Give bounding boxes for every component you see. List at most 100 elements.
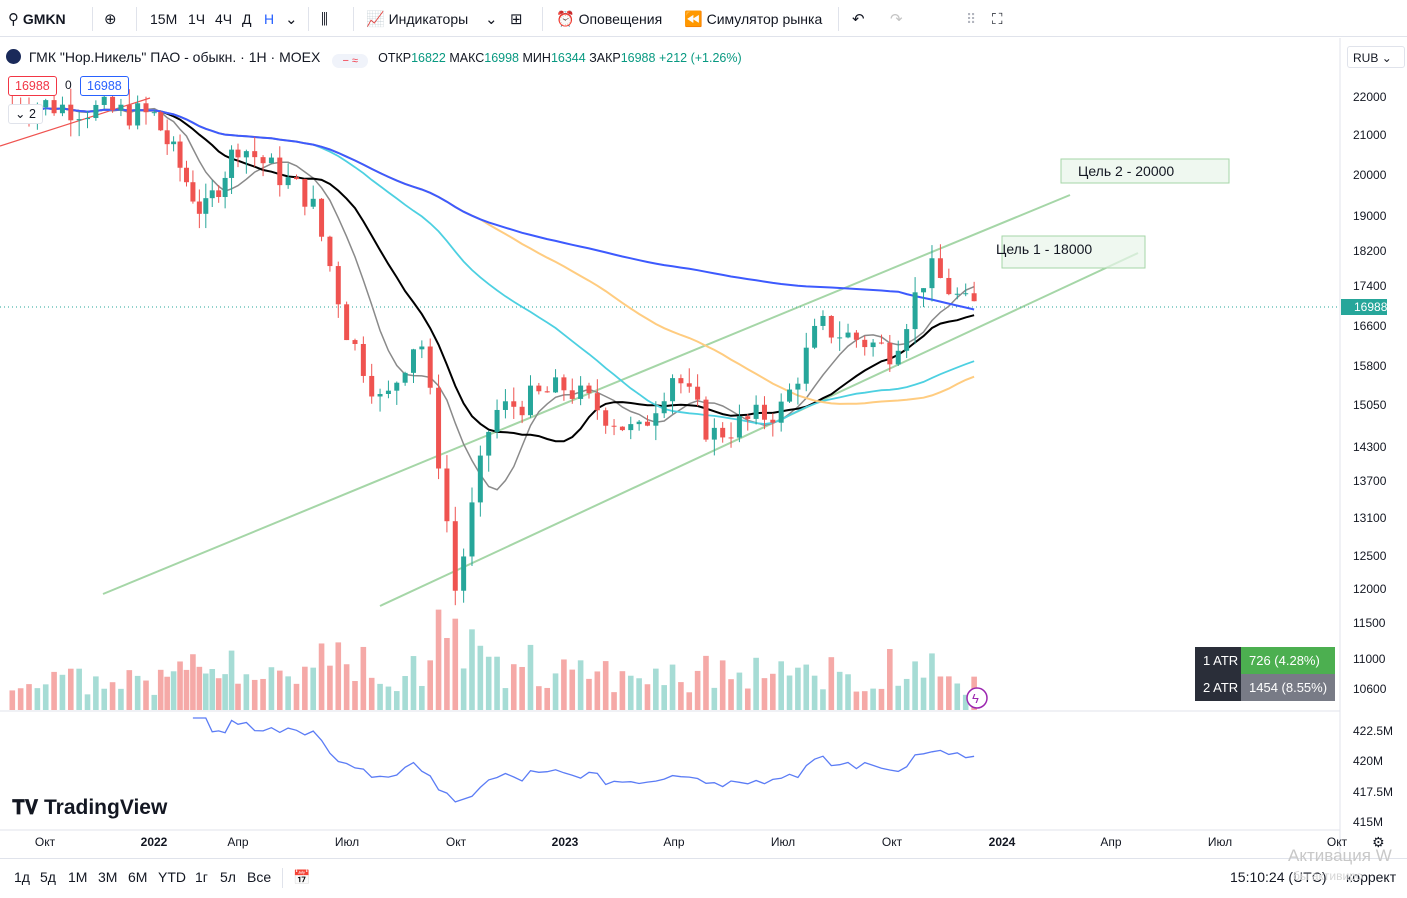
candles-icon: ⫼ bbox=[321, 11, 328, 28]
price-tick-label: 20000 bbox=[1353, 168, 1387, 182]
range-5d[interactable]: 5д bbox=[40, 869, 56, 885]
interval-week[interactable]: Н bbox=[264, 11, 275, 27]
volume-bar bbox=[594, 671, 601, 710]
lightning-icon bbox=[966, 687, 988, 709]
candle-body bbox=[43, 100, 49, 108]
interval-4h[interactable]: 4Ч bbox=[215, 11, 233, 27]
volume-bar bbox=[109, 682, 116, 710]
volume-bar bbox=[469, 629, 475, 710]
volume-bar bbox=[536, 686, 542, 710]
volume-bar bbox=[736, 672, 743, 710]
candle-body bbox=[628, 424, 634, 431]
volume-bar bbox=[268, 667, 275, 710]
candle-body bbox=[527, 385, 533, 416]
interval-1h[interactable]: 1Ч bbox=[188, 11, 206, 27]
candle-body bbox=[486, 431, 492, 456]
adjust-toggle[interactable]: коррект bbox=[1346, 869, 1397, 885]
volume-bar bbox=[895, 685, 902, 710]
candle-body bbox=[711, 427, 717, 440]
volume-bar bbox=[544, 687, 550, 710]
volume-bar bbox=[602, 661, 609, 710]
candle-body bbox=[703, 399, 709, 440]
candle-body bbox=[720, 427, 726, 438]
volume-bar bbox=[260, 678, 266, 710]
windows-activation-subtext: бы активиро bbox=[1293, 869, 1363, 883]
interval-dropdown[interactable]: ⌄ bbox=[285, 8, 298, 30]
candle-body bbox=[118, 104, 124, 111]
redo-button[interactable]: ↷ bbox=[890, 8, 903, 30]
volume-bar bbox=[669, 664, 676, 710]
tradingview-logo[interactable]: 𝐓𝐕 TradingView bbox=[12, 796, 168, 819]
lots-toggle[interactable]: ⌄ 2 bbox=[8, 104, 43, 124]
interval-day[interactable]: Д bbox=[242, 11, 252, 27]
fullscreen-button[interactable]: ⛶ bbox=[992, 8, 1003, 30]
candle-body bbox=[812, 325, 818, 348]
sell-button[interactable]: 16988 bbox=[8, 76, 57, 96]
volume-bar bbox=[770, 673, 776, 710]
volume-bar bbox=[402, 676, 408, 710]
windows-activation-watermark: Активация W bbox=[1288, 846, 1392, 865]
redo-icon: ↷ bbox=[890, 11, 903, 28]
range-all[interactable]: Все bbox=[247, 869, 272, 885]
candle-body bbox=[302, 179, 308, 207]
range-1d[interactable]: 1д bbox=[14, 869, 30, 885]
price-tick-label: 11500 bbox=[1353, 616, 1386, 630]
compare-button[interactable]: ⊕ bbox=[104, 8, 117, 30]
candle-body bbox=[753, 404, 759, 419]
ohlc-values: ОТКР16822 МАКС16998 МИН16344 ЗАКР16988 +… bbox=[378, 51, 742, 65]
volume-bar bbox=[385, 686, 392, 710]
volume-bar bbox=[577, 660, 584, 710]
indicators-button[interactable]: 📈 Индикаторы bbox=[366, 8, 468, 30]
range-1m[interactable]: 1М bbox=[68, 869, 88, 885]
candle-body bbox=[135, 103, 141, 126]
range-1y[interactable]: 1г bbox=[195, 869, 208, 885]
replay-button[interactable]: ⏪ Симулятор рынка bbox=[684, 8, 822, 30]
candle-body bbox=[653, 413, 659, 426]
indicator-line bbox=[192, 717, 975, 803]
eye-toggle-icon[interactable]: − ≈ bbox=[332, 54, 369, 68]
buy-button[interactable]: 16988 bbox=[80, 76, 129, 96]
candle-body bbox=[285, 177, 291, 186]
clock-time[interactable]: 15:10:24 (UTC) bbox=[1230, 869, 1327, 885]
settings-gear-icon: ⚙ bbox=[1372, 834, 1385, 850]
goto-date-button[interactable]: 📅 bbox=[293, 869, 310, 886]
range-ytd[interactable]: YTD bbox=[158, 869, 186, 885]
range-6m[interactable]: 6М bbox=[128, 869, 148, 885]
legend-title[interactable]: ГМК "Нор.Никель" ПАО - обыкн. · 1Н · MOE… bbox=[28, 49, 321, 65]
alerts-button[interactable]: ⏰ Оповещения bbox=[556, 8, 662, 30]
indicators-dropdown[interactable]: ⌄ bbox=[485, 8, 498, 30]
candle-body bbox=[644, 421, 650, 426]
symbol-search[interactable]: ⚲ GMKN bbox=[8, 8, 66, 30]
channel-lower-line bbox=[379, 252, 1139, 607]
volume-bar bbox=[728, 679, 734, 710]
last-price-label: 16988 bbox=[1354, 300, 1388, 314]
volume-bars bbox=[9, 609, 977, 710]
chart-type-button[interactable]: ⫼ bbox=[321, 8, 328, 30]
volume-bar bbox=[209, 669, 216, 710]
layouts-button[interactable]: ⊞ bbox=[510, 8, 523, 30]
rewind-icon: ⏪ bbox=[684, 11, 703, 28]
range-3m[interactable]: 3М bbox=[98, 869, 118, 885]
volume-bar bbox=[460, 668, 467, 710]
time-tick-label: Июл bbox=[335, 835, 359, 849]
candle-body bbox=[636, 421, 642, 425]
currency-select[interactable]: RUB ⌄ bbox=[1347, 46, 1405, 68]
interval-15m[interactable]: 15М bbox=[150, 11, 178, 27]
time-tick-label: Апр bbox=[227, 835, 249, 849]
axes: 22000 21000 20000 19000 18200 17400 16600 15800… bbox=[0, 38, 1407, 858]
volume-bar bbox=[954, 683, 961, 710]
drag-handle-icon[interactable]: ⠿ bbox=[966, 11, 977, 27]
candle-body bbox=[853, 332, 859, 340]
candle-body bbox=[164, 130, 170, 145]
volume-bar bbox=[694, 670, 701, 710]
candle-body bbox=[519, 406, 525, 416]
volume-bar bbox=[569, 669, 576, 710]
volume-bar bbox=[561, 659, 567, 710]
volume-bar bbox=[285, 676, 291, 710]
candle-body bbox=[887, 342, 893, 365]
search-icon: ⚲ bbox=[8, 11, 19, 28]
range-5y[interactable]: 5л bbox=[220, 869, 236, 885]
volume-bar bbox=[903, 678, 910, 710]
undo-button[interactable]: ↶ bbox=[852, 8, 865, 30]
